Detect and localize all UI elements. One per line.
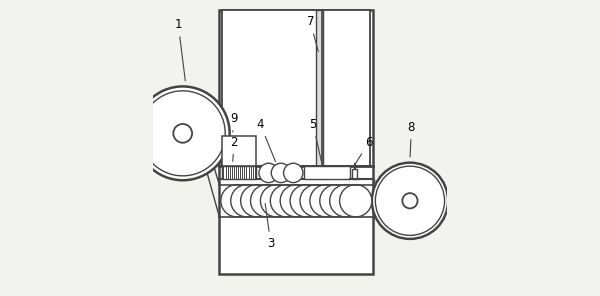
Text: 5: 5 xyxy=(310,118,322,161)
Text: 7: 7 xyxy=(307,15,319,52)
Circle shape xyxy=(136,86,230,180)
Bar xyxy=(222,10,370,165)
Circle shape xyxy=(284,163,303,183)
Circle shape xyxy=(241,185,273,217)
Circle shape xyxy=(340,185,372,217)
Circle shape xyxy=(300,185,332,217)
Circle shape xyxy=(372,163,448,239)
Text: 4: 4 xyxy=(257,118,275,162)
Circle shape xyxy=(403,193,418,208)
Bar xyxy=(222,136,256,165)
Circle shape xyxy=(280,185,313,217)
Text: 6: 6 xyxy=(356,136,373,163)
Circle shape xyxy=(320,185,352,217)
Bar xyxy=(220,10,373,274)
Circle shape xyxy=(259,163,278,183)
Text: 9: 9 xyxy=(230,112,238,132)
Circle shape xyxy=(376,166,445,235)
Text: 2: 2 xyxy=(230,136,238,161)
Bar xyxy=(316,10,323,165)
Circle shape xyxy=(251,185,283,217)
Text: 8: 8 xyxy=(408,121,415,157)
Circle shape xyxy=(310,185,342,217)
Circle shape xyxy=(231,185,263,217)
Circle shape xyxy=(221,185,253,217)
Bar xyxy=(304,165,350,179)
Text: 1: 1 xyxy=(175,18,185,81)
Circle shape xyxy=(271,185,302,217)
Circle shape xyxy=(173,124,192,143)
Circle shape xyxy=(260,185,293,217)
Circle shape xyxy=(140,91,225,176)
Text: 3: 3 xyxy=(265,204,274,250)
Bar xyxy=(352,168,358,179)
Circle shape xyxy=(329,185,362,217)
Bar xyxy=(222,165,256,179)
Circle shape xyxy=(271,163,290,183)
Circle shape xyxy=(290,185,322,217)
